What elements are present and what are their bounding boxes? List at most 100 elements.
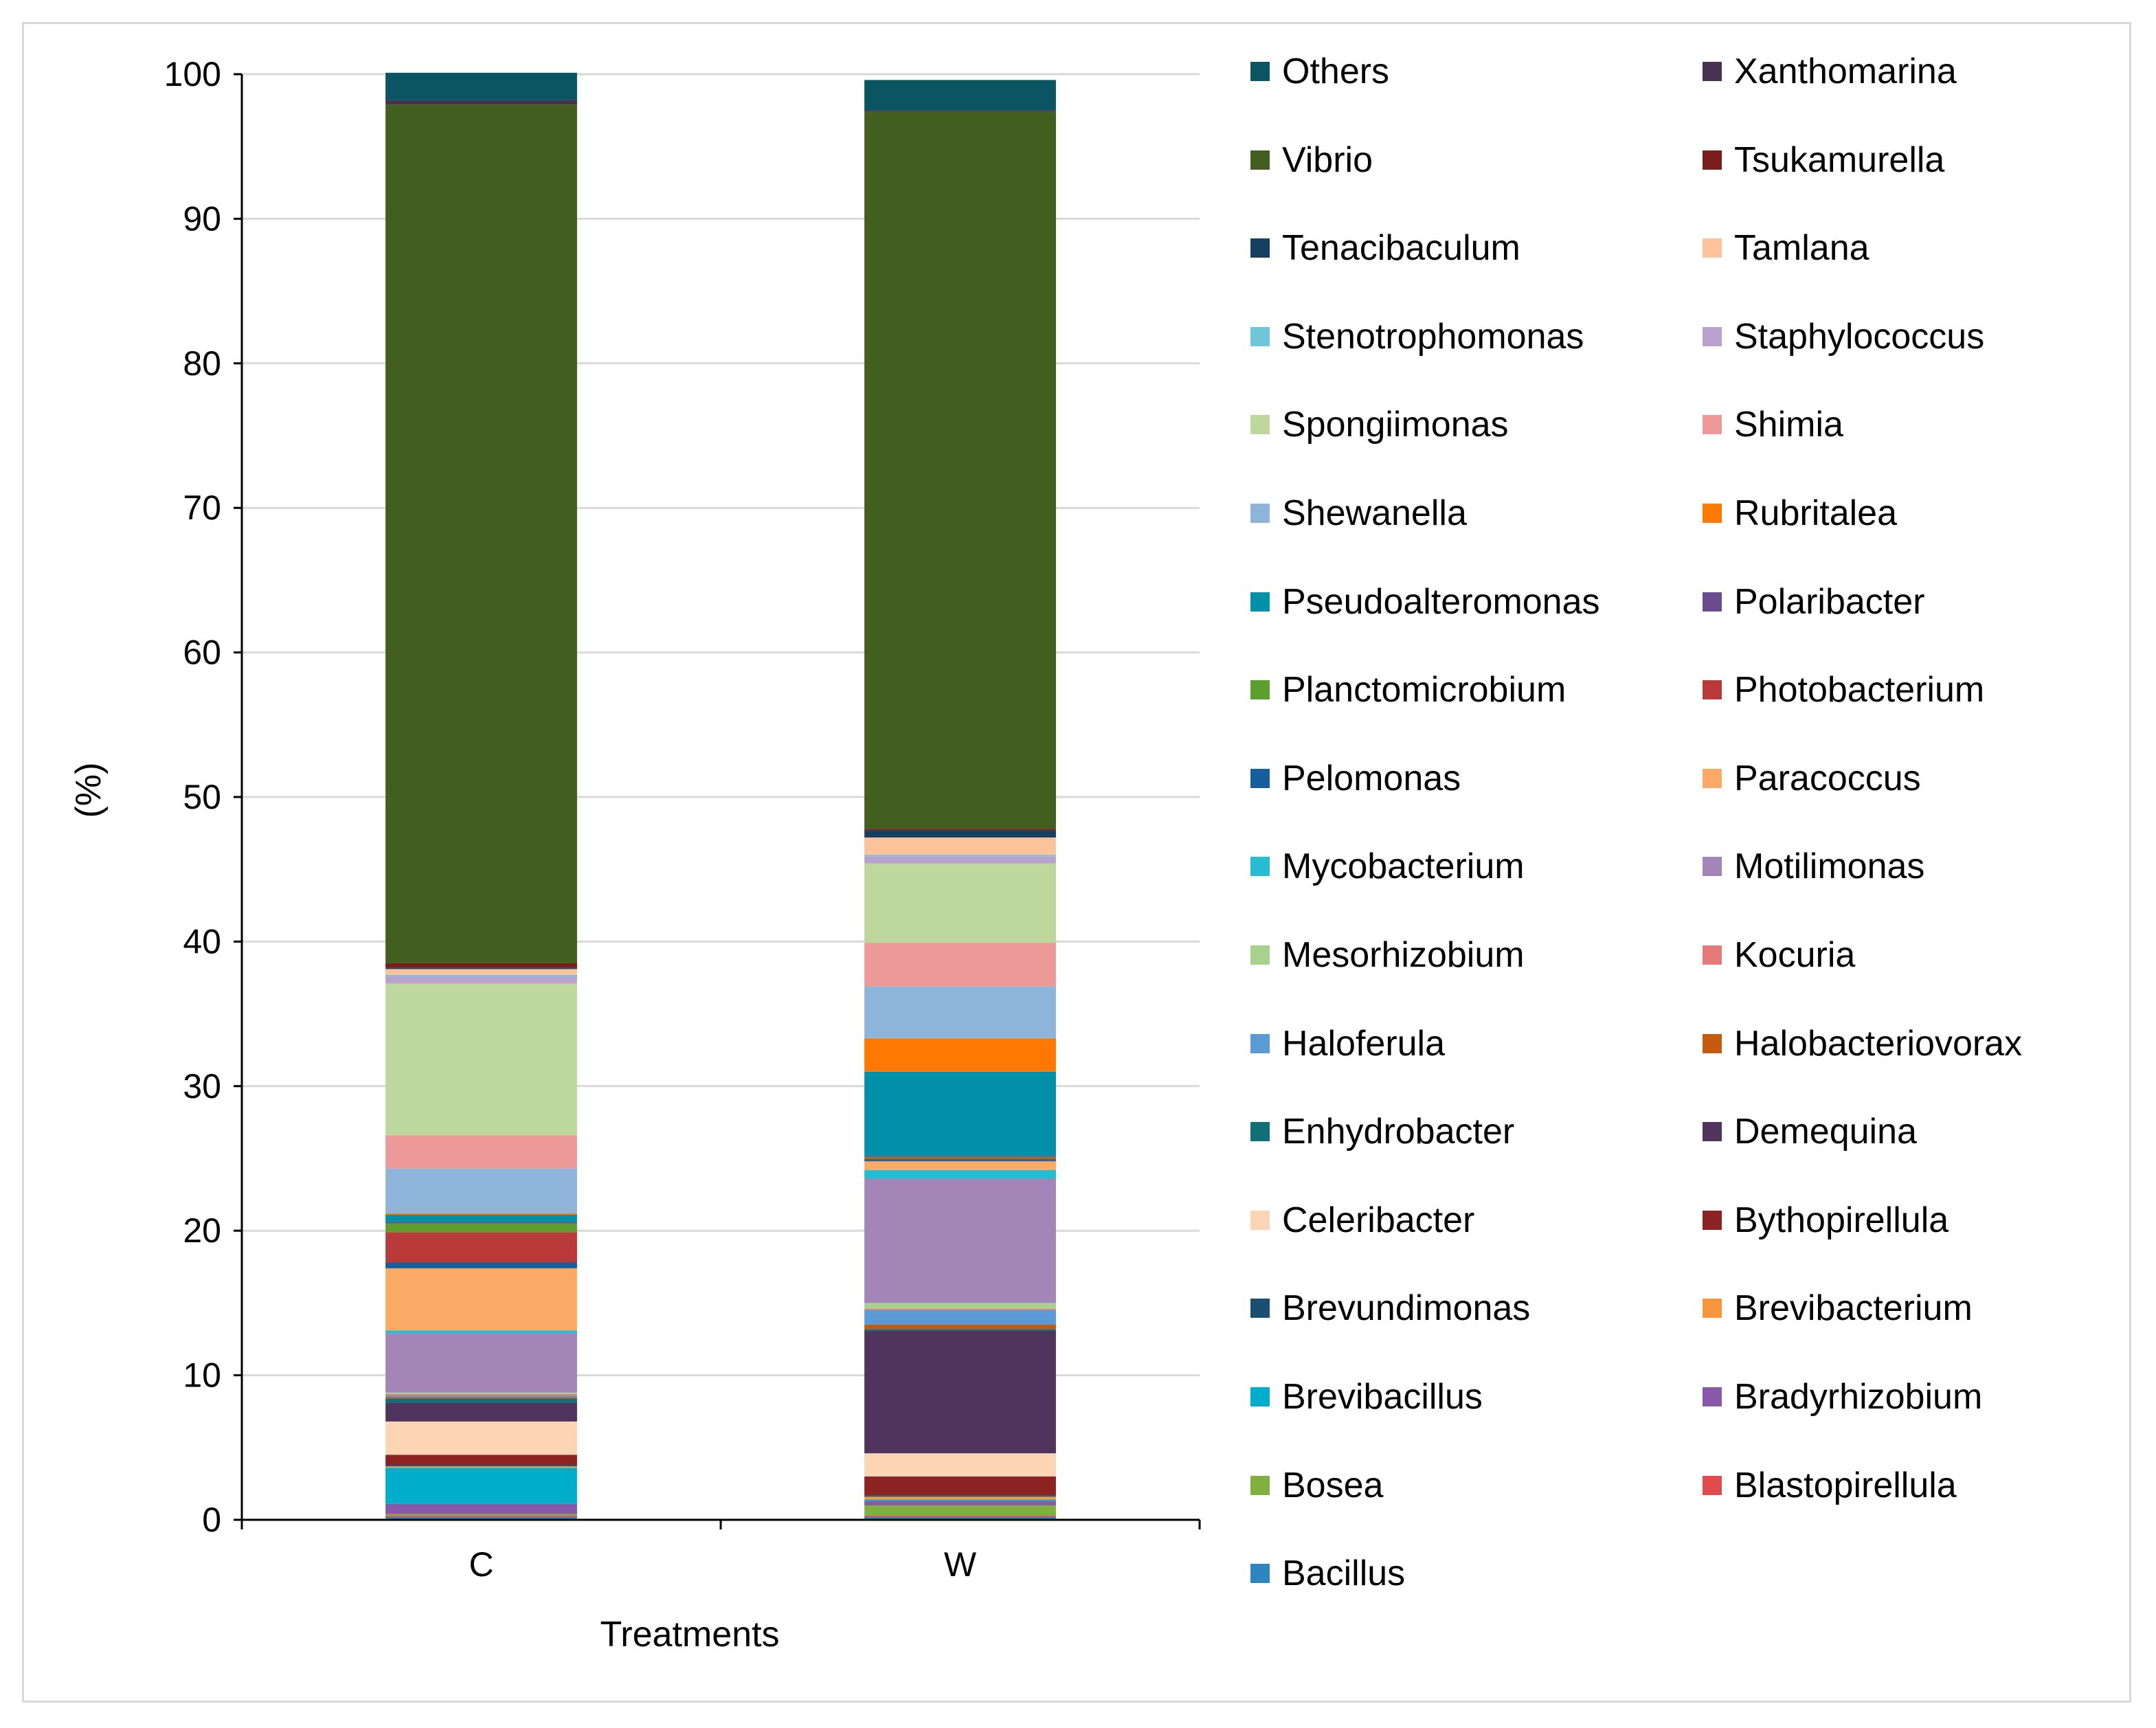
bar-segment-demequina xyxy=(864,1330,1056,1454)
legend-swatch xyxy=(1250,945,1270,965)
legend-item-others: Others xyxy=(1250,41,1389,102)
legend-item-halobacteriovorax: Halobacteriovorax xyxy=(1703,1013,2022,1075)
bar-segment-polaribacter xyxy=(385,1222,577,1224)
bar-segment-tsukamurella xyxy=(385,963,577,968)
legend-item-bradyrhizobium: Bradyrhizobium xyxy=(1703,1366,1982,1428)
legend-swatch xyxy=(1703,1475,1722,1495)
legend-item-mycobacterium: Mycobacterium xyxy=(1250,835,1525,897)
bar-segment-rubritalea xyxy=(864,1038,1056,1072)
legend-swatch xyxy=(1250,1299,1270,1319)
legend-item-brevibacterium: Brevibacterium xyxy=(1703,1277,1973,1339)
bar-segment-bosea xyxy=(864,1505,1056,1516)
legend-item-tsukamurella: Tsukamurella xyxy=(1703,129,1944,191)
bar-segment-brevibacillus xyxy=(864,1499,1056,1501)
chart-frame xyxy=(22,22,2131,1703)
legend-label: Planctomicrobium xyxy=(1282,670,1567,710)
legend-item-shimia: Shimia xyxy=(1703,394,1843,456)
bar-segment-pseudoalteromonas xyxy=(864,1071,1056,1156)
legend-item-shewanella: Shewanella xyxy=(1250,482,1467,544)
bar-segment-xanthomarina xyxy=(385,100,577,105)
bar-segment-vibrio xyxy=(385,104,577,963)
bar-segment-polaribacter xyxy=(864,1155,1056,1157)
bar-segment-blastopirellula xyxy=(864,1515,1056,1517)
bar-segment-blastopirellula xyxy=(385,1515,577,1517)
bar-segment-brevundimonas xyxy=(864,1495,1056,1497)
axes: 0 10 20 30 40 50 60 70 80 90 100 C W xyxy=(164,55,1201,1584)
legend-label: Polaribacter xyxy=(1734,581,1925,622)
bar-segment-brevibacterium xyxy=(864,1496,1056,1500)
bar-segment-tenacibaculum xyxy=(385,967,577,969)
x-tick-label: C xyxy=(469,1545,493,1584)
legend-label: Haloferula xyxy=(1282,1023,1446,1064)
legend-swatch xyxy=(1703,1299,1722,1319)
y-tick-label: 100 xyxy=(164,55,221,93)
legend-swatch xyxy=(1703,1122,1722,1142)
bar-segment-planctomicrobium xyxy=(864,1156,1056,1158)
bar-segment-enhydrobacter xyxy=(385,1398,577,1403)
x-tick-label: W xyxy=(944,1545,977,1584)
bar-segment-brevundimonas xyxy=(385,1465,577,1467)
legend-item-bosea: Bosea xyxy=(1250,1455,1383,1516)
legend-swatch xyxy=(1703,238,1722,258)
legend-label: Bosea xyxy=(1282,1465,1384,1505)
bar-segment-stenotrophomonas xyxy=(385,974,577,976)
bar-segment-shimia xyxy=(385,1135,577,1169)
legend-label: Demequina xyxy=(1734,1112,1917,1152)
legend-item-pelomonas: Pelomonas xyxy=(1250,748,1461,809)
bar-segment-bradyrhizobium xyxy=(864,1501,1056,1505)
legend-swatch xyxy=(1703,945,1722,965)
legend-label: Spongiimonas xyxy=(1282,405,1509,445)
legend-label: Mycobacterium xyxy=(1282,846,1525,887)
legend-item-blastopirellula: Blastopirellula xyxy=(1703,1455,1957,1516)
legend-label: Mesorhizobium xyxy=(1282,935,1525,975)
legend-label: Celeribacter xyxy=(1282,1200,1475,1240)
bar-segment-halobacteriovorax xyxy=(385,1397,577,1399)
legend-label: Tenacibaculum xyxy=(1282,228,1520,269)
bar-segment-photobacterium xyxy=(864,1158,1056,1160)
legend-item-vibrio: Vibrio xyxy=(1250,129,1373,191)
legend-swatch xyxy=(1250,326,1270,346)
bar-segment-staphylococcus xyxy=(864,856,1056,864)
y-tick-label: 50 xyxy=(183,778,221,816)
bar-segment-mycobacterium xyxy=(385,1330,577,1334)
legend-swatch xyxy=(1250,504,1270,523)
legend-swatch xyxy=(1703,1033,1722,1053)
y-tick-label: 20 xyxy=(183,1211,221,1250)
bar-segment-haloferula xyxy=(385,1395,577,1398)
legend-item-enhydrobacter: Enhydrobacter xyxy=(1250,1101,1514,1163)
legend-label: Brevibacterium xyxy=(1734,1288,1973,1329)
legend-label: Tamlana xyxy=(1734,228,1869,269)
legend-item-spongiimonas: Spongiimonas xyxy=(1250,394,1509,456)
bar-segment-enhydrobacter xyxy=(864,1329,1056,1331)
bar-segment-motilimonas xyxy=(385,1333,577,1393)
bar-segment-haloferula xyxy=(864,1310,1056,1325)
legend-label: Motilimonas xyxy=(1734,846,1925,887)
legend-swatch xyxy=(1703,768,1722,788)
y-axis-title: (%) xyxy=(69,763,109,818)
legend-label: Blastopirellula xyxy=(1734,1465,1957,1505)
bar-segment-spongiimonas xyxy=(864,863,1056,943)
bar-segment-bosea xyxy=(385,1514,577,1516)
bar-segment-brevibacillus xyxy=(385,1468,577,1504)
y-tick-label: 10 xyxy=(183,1356,221,1395)
legend-swatch xyxy=(1703,857,1722,877)
legend-label: Rubritalea xyxy=(1734,493,1898,533)
bar-segment-pelomonas xyxy=(385,1262,577,1268)
bar-segment-others xyxy=(864,80,1056,111)
legend-label: Staphylococcus xyxy=(1734,316,1985,357)
bar-segment-stenotrophomonas xyxy=(864,855,1056,857)
bar-segment-brevibacterium xyxy=(385,1466,577,1468)
bar-segment-bythopirellula xyxy=(385,1455,577,1466)
legend-swatch xyxy=(1250,768,1270,788)
legend-item-paracoccus: Paracoccus xyxy=(1703,748,1921,809)
legend-swatch xyxy=(1703,62,1722,81)
legend-swatch xyxy=(1703,1210,1722,1230)
legend-swatch xyxy=(1250,238,1270,258)
bar-segment-mesorhizobium xyxy=(385,1392,577,1394)
legend-item-stenotrophomonas: Stenotrophomonas xyxy=(1250,306,1584,368)
bar-segment-shewanella xyxy=(864,986,1056,1039)
legend-swatch xyxy=(1250,1210,1270,1230)
bar-segment-tenacibaculum xyxy=(864,830,1056,838)
bar-segment-planctomicrobium xyxy=(385,1223,577,1233)
